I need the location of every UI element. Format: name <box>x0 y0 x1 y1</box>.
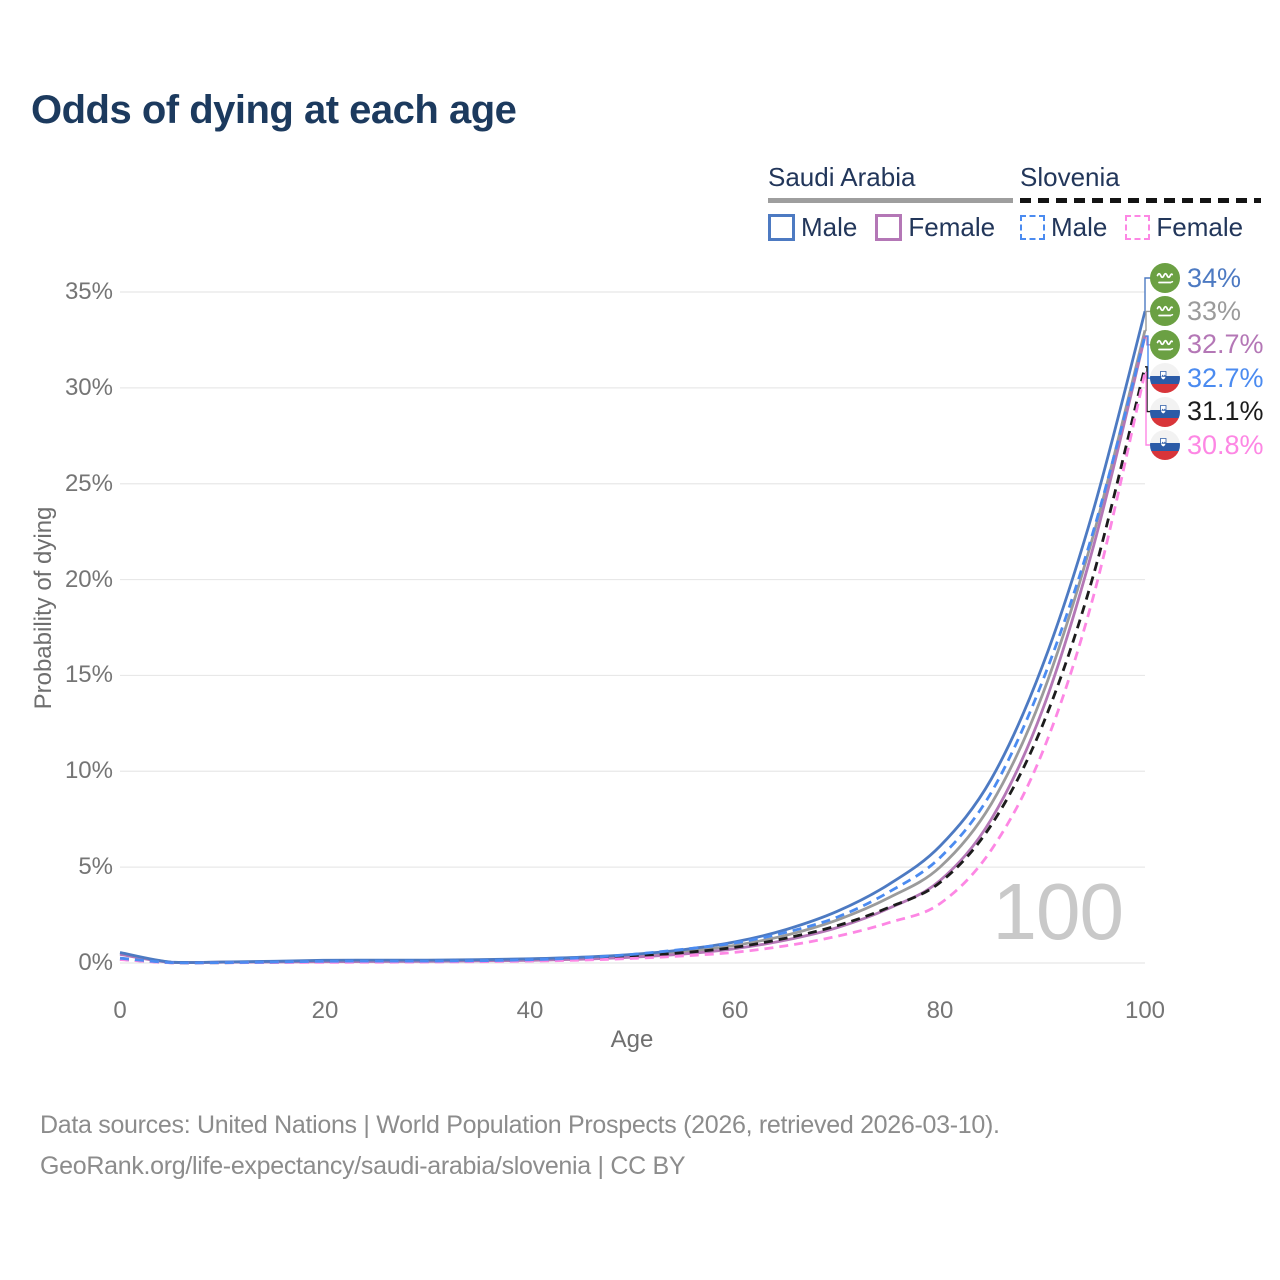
footer-data-sources: Data sources: United Nations | World Pop… <box>40 1111 1000 1139</box>
x-axis-title: Age <box>610 1026 654 1053</box>
y-axis-title: Probability of dying <box>30 506 57 710</box>
y-tick-label: 30% <box>64 373 113 401</box>
x-tick-label: 100 <box>1124 997 1166 1024</box>
footer-attribution: GeoRank.org/life-expectancy/saudi-arabia… <box>40 1152 686 1180</box>
end-label-connector-saudi-both <box>1145 310 1151 331</box>
series-line-saudi-male <box>119 310 1147 964</box>
end-label-connector-slovenia-both <box>1145 366 1151 413</box>
legend-label-slovenia-male: Male <box>1051 212 1108 242</box>
age-watermark: 100 <box>992 867 1124 956</box>
swatch-saudi-male <box>768 214 795 241</box>
legend-label-slovenia-female: Female <box>1156 212 1244 242</box>
legend-group-slovenia: Slovenia Male Female <box>1020 162 1262 243</box>
x-tick-label: 40 <box>516 997 544 1024</box>
end-label-connector-slovenia-male <box>1145 335 1151 379</box>
legend-country-slovenia: Slovenia <box>1020 162 1120 192</box>
end-label-saudi-both: 33% <box>1150 295 1241 327</box>
legend-label-saudi-female: Female <box>908 212 996 242</box>
slovenia-flag-icon <box>1150 396 1180 427</box>
end-label-value: 34% <box>1187 262 1242 293</box>
swatch-saudi-female <box>875 214 903 241</box>
y-tick-label: 35% <box>64 278 113 305</box>
end-label-value: 30.8% <box>1187 429 1264 460</box>
footer: Data sources: United Nations | World Pop… <box>40 1105 1000 1187</box>
saudi-arabia-flag-icon <box>1150 329 1180 360</box>
legend-group-saudi-arabia: Saudi Arabia Male Female <box>768 162 1014 243</box>
end-label-slovenia-female: 30.8% <box>1150 429 1264 461</box>
x-tick-label: 80 <box>926 997 954 1024</box>
series-line-slovenia-male <box>119 335 1147 965</box>
end-label-connector-saudi-male <box>1144 277 1151 312</box>
swatch-slovenia-male <box>1020 215 1045 240</box>
x-tick-label: 60 <box>721 997 749 1024</box>
slovenia-flag-icon <box>1150 430 1180 460</box>
end-label-value: 31.1% <box>1187 396 1264 427</box>
legend-items-saudi-arabia: Male Female <box>768 212 1013 243</box>
saudi-arabia-flag-icon <box>1150 263 1180 293</box>
legend-items-slovenia: Male Female <box>1020 212 1261 243</box>
end-label-slovenia-both: 31.1% <box>1150 396 1264 428</box>
page-title: Odds of dying at each age <box>31 88 517 132</box>
end-label-saudi-female: 32.7% <box>1150 329 1264 361</box>
y-tick-label: 0% <box>78 949 113 976</box>
y-tick-label: 15% <box>64 661 113 689</box>
end-label-value: 33% <box>1187 295 1242 326</box>
end-label-connector-slovenia-female <box>1145 371 1151 446</box>
legend-country-saudi-arabia: Saudi Arabia <box>768 162 916 192</box>
slovenia-line-style-swatch <box>1020 198 1262 203</box>
x-tick-label: 20 <box>311 997 339 1024</box>
x-tick-label: 0 <box>113 997 127 1024</box>
legend-label-saudi-male: Male <box>801 212 858 242</box>
y-tick-label: 10% <box>64 757 113 785</box>
saudi-arabia-flag-icon <box>1150 296 1180 327</box>
y-tick-label: 20% <box>64 565 113 593</box>
y-tick-label: 5% <box>78 853 113 881</box>
end-label-slovenia-male: 32.7% <box>1150 362 1264 394</box>
end-label-value: 32.7% <box>1187 329 1264 360</box>
y-tick-label: 25% <box>64 469 113 497</box>
swatch-slovenia-female <box>1125 215 1151 240</box>
end-label-saudi-male: 34% <box>1150 262 1241 294</box>
end-label-value: 32.7% <box>1187 362 1264 393</box>
saudi-arabia-line-style-swatch <box>768 198 1014 203</box>
slovenia-flag-icon <box>1150 363 1180 394</box>
